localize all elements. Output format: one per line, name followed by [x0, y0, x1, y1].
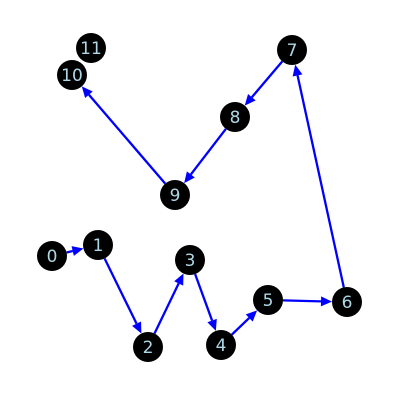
node-circle — [175, 245, 205, 275]
arrowhead-icon — [320, 296, 333, 307]
edge-5-to-6 — [282, 296, 333, 307]
node-4: 4 — [206, 330, 236, 360]
node-label: 9 — [170, 186, 181, 206]
edge-1-to-2 — [103, 257, 142, 334]
node-circle — [83, 230, 113, 260]
node-circle — [76, 33, 106, 63]
arrowhead-icon — [174, 273, 184, 286]
node-label: 4 — [216, 336, 227, 356]
node-11: 11 — [76, 33, 106, 63]
node-7: 7 — [277, 35, 307, 65]
node-10: 10 — [57, 60, 87, 90]
node-6: 6 — [332, 287, 362, 317]
edge-line — [296, 75, 345, 288]
edge-6-to-7 — [292, 64, 345, 288]
node-label: 5 — [263, 291, 274, 311]
node-label: 6 — [342, 293, 353, 313]
edge-line — [66, 249, 73, 254]
arrowhead-icon — [184, 171, 195, 184]
node-circle — [220, 102, 250, 132]
edge-4-to-5 — [231, 310, 258, 336]
node-0: 0 — [37, 241, 67, 271]
arrowhead-icon — [81, 86, 93, 98]
edge-line — [189, 128, 227, 176]
arrowhead-icon — [292, 64, 303, 77]
edge-3-to-4 — [194, 273, 217, 331]
edge-line — [250, 60, 284, 98]
edge-2-to-3 — [153, 273, 184, 334]
arrowhead-icon — [207, 318, 217, 331]
node-5: 5 — [253, 285, 283, 315]
node-2: 2 — [133, 332, 163, 362]
arrowhead-icon — [244, 93, 256, 106]
node-circle — [133, 332, 163, 362]
edge-line — [103, 257, 138, 325]
node-circle — [206, 330, 236, 360]
node-circle — [160, 180, 190, 210]
node-label: 10 — [61, 66, 83, 86]
node-label: 8 — [230, 108, 241, 128]
edges-layer — [66, 60, 345, 336]
edge-8-to-9 — [184, 128, 227, 184]
edge-0-to-1 — [66, 246, 84, 256]
node-circle — [57, 60, 87, 90]
arrowhead-icon — [132, 321, 142, 334]
node-circle — [277, 35, 307, 65]
arrowhead-icon — [245, 310, 258, 322]
node-label: 1 — [93, 236, 104, 256]
edge-line — [231, 317, 251, 336]
edge-7-to-8 — [244, 60, 284, 106]
edge-line — [88, 93, 167, 185]
node-1: 1 — [83, 230, 113, 260]
edge-9-to-10 — [81, 86, 167, 185]
node-circle — [37, 241, 67, 271]
node-label: 11 — [80, 39, 102, 59]
node-9: 9 — [160, 180, 190, 210]
node-3: 3 — [175, 245, 205, 275]
nodes-layer: 0 1 2 3 4 5 6 7 8 9 10 11 — [37, 33, 362, 362]
node-label: 3 — [185, 251, 196, 271]
node-circle — [253, 285, 283, 315]
edge-line — [153, 282, 180, 334]
node-8: 8 — [220, 102, 250, 132]
edge-line — [282, 299, 322, 303]
node-label: 2 — [143, 338, 154, 358]
node-label: 7 — [287, 41, 298, 61]
node-circle — [332, 287, 362, 317]
edge-line — [194, 273, 214, 321]
node-label: 0 — [47, 247, 58, 267]
arrowhead-icon — [71, 246, 84, 256]
